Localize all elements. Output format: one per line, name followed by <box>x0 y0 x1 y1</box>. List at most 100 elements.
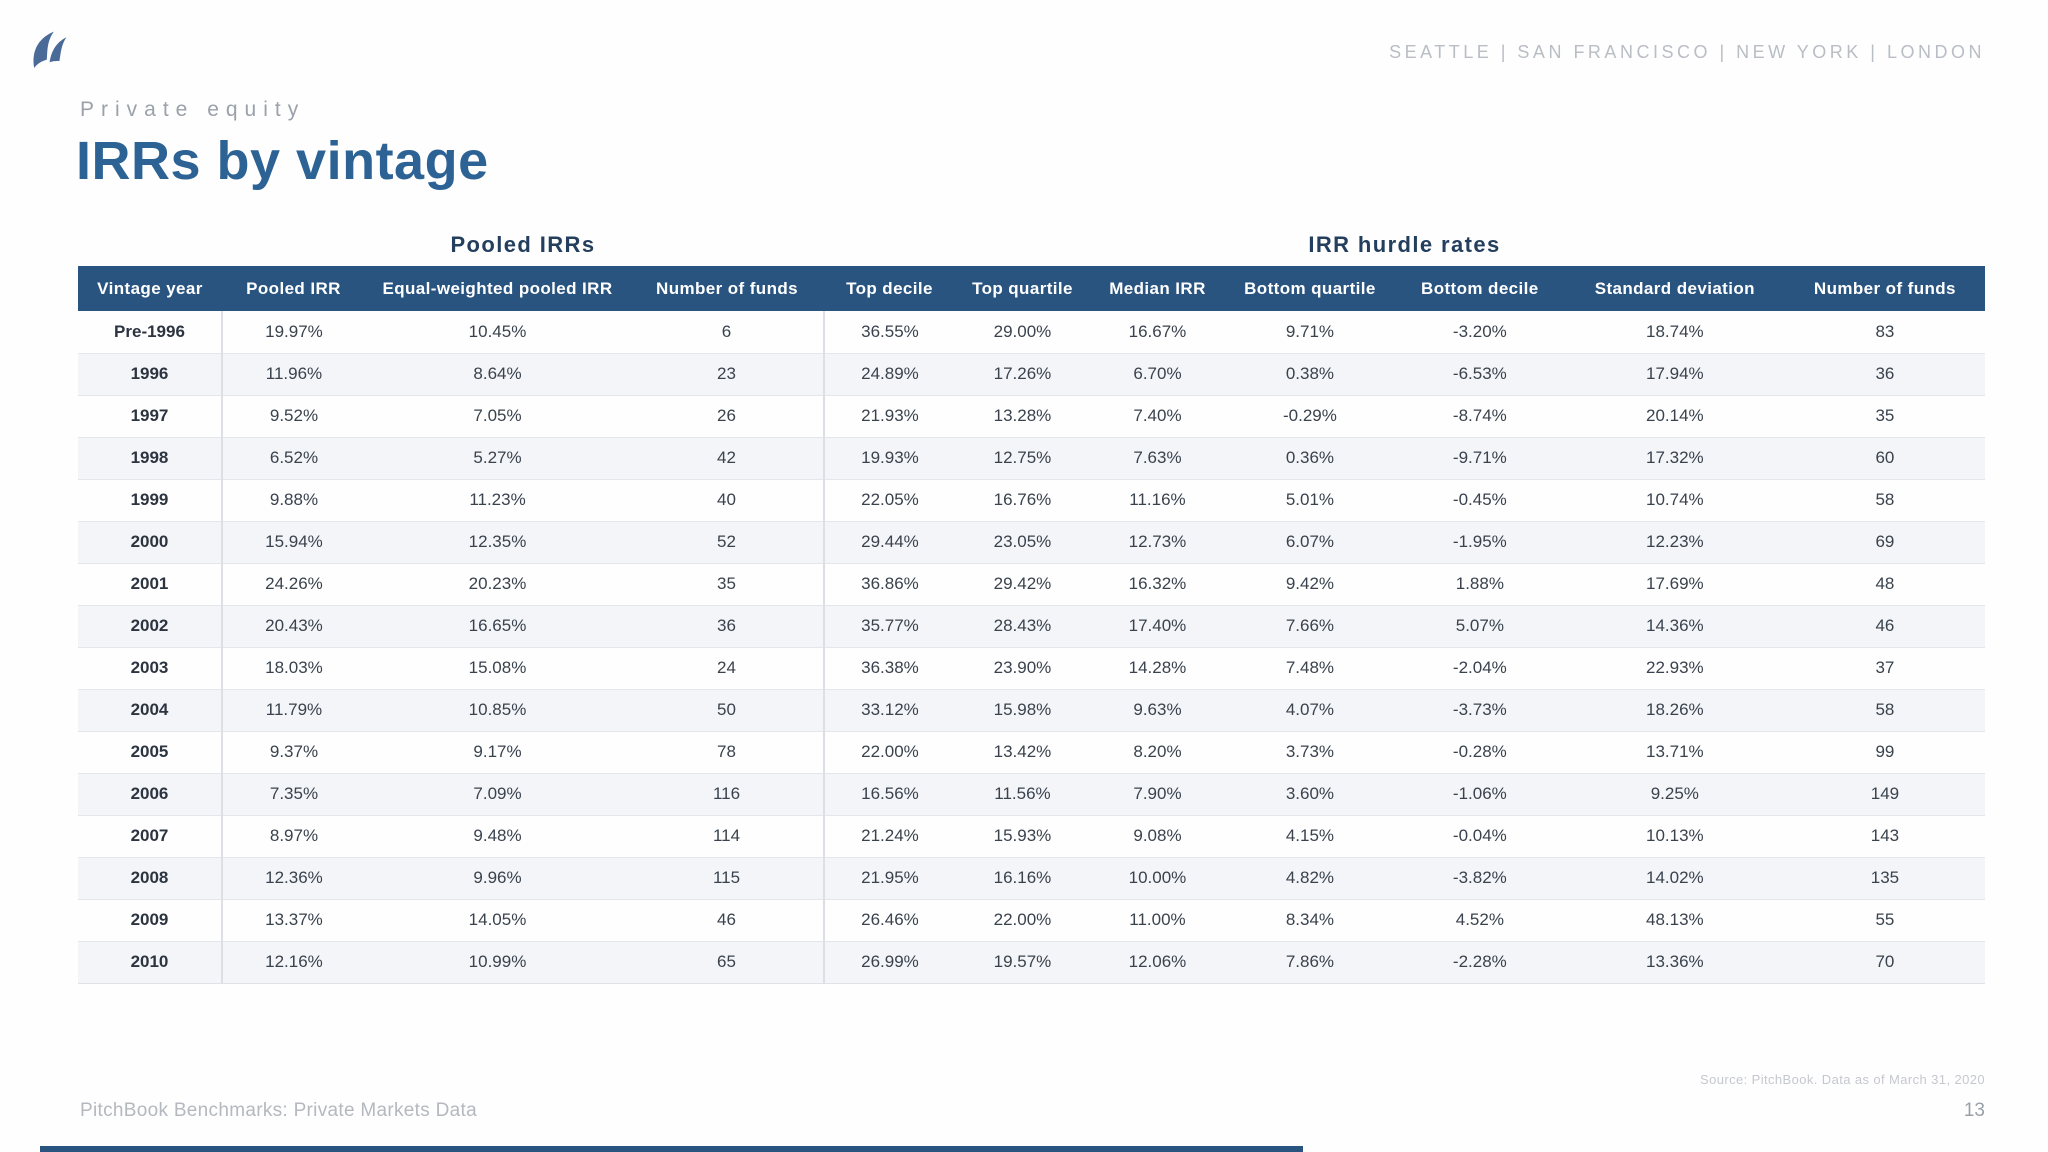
value-cell: 52 <box>630 520 824 563</box>
value-cell: 29.42% <box>954 562 1090 605</box>
value-cell: 4.15% <box>1224 814 1395 857</box>
column-header-top-quartile-5: Top quartile <box>954 266 1090 311</box>
value-cell: 7.66% <box>1224 604 1395 647</box>
table-row-2005: 2005 9.37% 9.17% 78 22.00% 13.42% 8.20% 3.73% -0… <box>78 730 1985 773</box>
value-cell: 13.28% <box>954 394 1090 437</box>
value-cell: 16.32% <box>1089 562 1225 605</box>
page-number: 13 <box>1963 1100 1985 1121</box>
pitchbook-sail-logo-icon <box>33 31 67 69</box>
value-cell: 23.05% <box>954 520 1090 563</box>
value-cell: 22.05% <box>822 478 955 521</box>
value-cell: 21.24% <box>822 814 955 857</box>
value-cell: 14.36% <box>1564 604 1785 647</box>
value-cell: 29.44% <box>822 520 955 563</box>
value-cell: 9.48% <box>364 814 631 857</box>
value-cell: 5.07% <box>1394 604 1565 647</box>
vintage-year-cell: 1997 <box>78 394 222 437</box>
value-cell: -2.28% <box>1394 940 1565 984</box>
value-cell: 10.45% <box>468 321 527 341</box>
table-row-2010: 2010 12.16% 10.99% 65 26.99% 19.57% 12.06% 7.86… <box>78 940 1985 984</box>
value-cell: 15.94% <box>220 520 365 563</box>
table-row-pre-1996: Pre-1996 19.97% 10.45% 6 36.55% 29.00% 16.67% 9… <box>78 311 1985 353</box>
column-header-pooled-irr-1: Pooled IRR <box>221 266 365 311</box>
value-cell: -3.82% <box>1394 856 1565 899</box>
value-cell: 60 <box>1784 436 1985 479</box>
column-header-bottom-quartile-7: Bottom quartile <box>1224 266 1395 311</box>
value-cell: 26.99% <box>822 940 955 984</box>
value-cell: 7.48% <box>1224 646 1395 689</box>
value-cell: 6.70% <box>1089 352 1225 395</box>
table-row-2001: 2001 24.26% 20.23% 35 36.86% 29.42% 16.32% 9.42… <box>78 562 1985 605</box>
value-cell: 11.96% <box>220 352 365 395</box>
table-row-2003: 2003 18.03% 15.08% 24 36.38% 23.90% 14.28% 7.48… <box>78 646 1985 689</box>
value-cell: 46 <box>1784 604 1985 647</box>
value-cell: 7.35% <box>220 772 365 815</box>
value-cell: -1.95% <box>1394 520 1565 563</box>
value-cell: 50 <box>630 688 824 731</box>
column-header-number-of-funds-10: Number of funds <box>1784 266 1985 311</box>
value-cell: 13.71% <box>1564 730 1785 773</box>
vintage-year-cell: 1998 <box>78 436 222 479</box>
top-bar: SEATTLE | SAN FRANCISCO | NEW YORK | LON… <box>0 0 2048 80</box>
value-cell: 33.12% <box>822 688 955 731</box>
value-cell: 23 <box>630 352 824 395</box>
value-cell: -0.45% <box>1394 478 1565 521</box>
table-row-1996: 1996 11.96% 8.64% 23 24.89% 17.26% 6.70% 0.38% -… <box>78 352 1985 395</box>
value-cell: 12.16% <box>220 940 365 984</box>
value-cell: 70 <box>1784 940 1985 984</box>
value-cell: 58 <box>1784 478 1985 521</box>
value-cell: 4.07% <box>1224 688 1395 731</box>
value-cell: 15.93% <box>954 814 1090 857</box>
vintage-year-cell: 2006 <box>78 772 222 815</box>
value-cell: 22.00% <box>954 898 1090 941</box>
value-cell: 8.64% <box>364 352 631 395</box>
value-cell: 12.73% <box>1089 520 1225 563</box>
value-cell: 11.56% <box>954 772 1090 815</box>
value-cell: 17.94% <box>1564 352 1785 395</box>
value-cell: 19.93% <box>822 436 955 479</box>
value-cell: 18.74% <box>1645 321 1704 341</box>
value-cell: 36.55% <box>822 311 955 353</box>
value-cell: 13.42% <box>954 730 1090 773</box>
value-cell: 17.40% <box>1089 604 1225 647</box>
value-cell: 24.26% <box>220 562 365 605</box>
column-header-equal-weighted-pooled-irr-2: Equal-weighted pooled IRR <box>364 266 631 311</box>
value-cell: 4.82% <box>1224 856 1395 899</box>
value-cell: -3.73% <box>1394 688 1565 731</box>
value-cell: 9.25% <box>1564 772 1785 815</box>
value-cell: 13.36% <box>1564 940 1785 984</box>
value-cell: -3.20% <box>1452 321 1507 341</box>
value-cell: 6.07% <box>1224 520 1395 563</box>
value-cell: 22.93% <box>1564 646 1785 689</box>
value-cell: 11.00% <box>1089 898 1225 941</box>
value-cell: 143 <box>1784 814 1985 857</box>
table-row-2002: 2002 20.43% 16.65% 36 35.77% 28.43% 17.40% 7.66… <box>78 604 1985 647</box>
value-cell: 114 <box>630 814 824 857</box>
footer-title: PitchBook Benchmarks: Private Markets Da… <box>80 1100 477 1121</box>
value-cell: 83 <box>1875 321 1895 341</box>
table-group-headers: Pooled IRRs IRR hurdle rates <box>78 224 1985 258</box>
value-cell: 12.36% <box>220 856 365 899</box>
value-cell: 10.74% <box>1564 478 1785 521</box>
value-cell: 12.06% <box>1089 940 1225 984</box>
value-cell: 58 <box>1784 688 1985 731</box>
value-cell: 12.35% <box>364 520 631 563</box>
value-cell: 7.05% <box>364 394 631 437</box>
value-cell: 135 <box>1784 856 1985 899</box>
column-header-number-of-funds-3: Number of funds <box>630 266 824 311</box>
value-cell: 9.52% <box>220 394 365 437</box>
value-cell: 10.13% <box>1564 814 1785 857</box>
table-header-row: Vintage year Pooled IRR Equal-weighted poo… <box>78 266 1985 311</box>
value-cell: 20.23% <box>364 562 631 605</box>
value-cell: 5.01% <box>1224 478 1395 521</box>
value-cell: 35 <box>1784 394 1985 437</box>
value-cell: 36 <box>630 604 824 647</box>
value-cell: 46 <box>630 898 824 941</box>
value-cell: 35.77% <box>822 604 955 647</box>
value-cell: 7.90% <box>1089 772 1225 815</box>
value-cell: 16.76% <box>954 478 1090 521</box>
value-cell: 22.00% <box>822 730 955 773</box>
vintage-year-cell: 2009 <box>78 898 222 941</box>
value-cell: 6 <box>721 321 732 341</box>
value-cell: 1.88% <box>1394 562 1565 605</box>
